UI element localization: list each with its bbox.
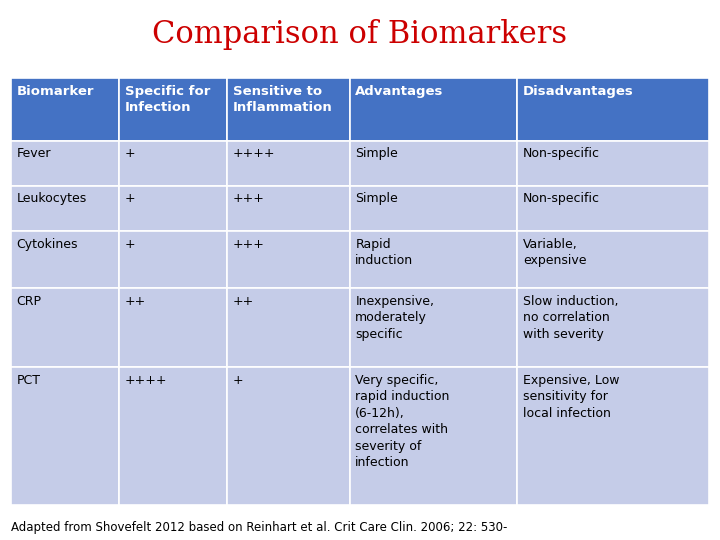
Text: ++++: ++++ bbox=[233, 147, 276, 160]
Text: Biomarker: Biomarker bbox=[17, 85, 94, 98]
Text: Simple: Simple bbox=[355, 192, 398, 206]
Bar bbox=[228, 186, 349, 231]
Text: Rapid
induction: Rapid induction bbox=[355, 238, 413, 267]
Text: Advantages: Advantages bbox=[355, 85, 444, 98]
Bar bbox=[119, 231, 228, 288]
Bar bbox=[119, 367, 228, 505]
Bar bbox=[517, 367, 709, 505]
Text: +++: +++ bbox=[233, 192, 265, 206]
Text: CRP: CRP bbox=[17, 295, 42, 308]
Bar bbox=[228, 231, 349, 288]
Bar bbox=[11, 78, 119, 141]
Text: Variable,
expensive: Variable, expensive bbox=[523, 238, 586, 267]
Bar bbox=[517, 141, 709, 186]
Text: +: + bbox=[125, 238, 135, 251]
Bar bbox=[349, 78, 517, 141]
Text: Leukocytes: Leukocytes bbox=[17, 192, 87, 206]
Text: Very specific,
rapid induction
(6-12h),
correlates with
severity of
infection: Very specific, rapid induction (6-12h), … bbox=[355, 374, 450, 469]
Text: +: + bbox=[125, 147, 135, 160]
Bar bbox=[119, 288, 228, 367]
Text: +++: +++ bbox=[233, 238, 265, 251]
Bar bbox=[11, 367, 119, 505]
Text: Cytokines: Cytokines bbox=[17, 238, 78, 251]
Text: Sensitive to
Inflammation: Sensitive to Inflammation bbox=[233, 85, 333, 114]
Text: Slow induction,
no correlation
with severity: Slow induction, no correlation with seve… bbox=[523, 295, 618, 341]
Text: Non-specific: Non-specific bbox=[523, 147, 600, 160]
Text: Disadvantages: Disadvantages bbox=[523, 85, 634, 98]
Bar bbox=[11, 141, 119, 186]
Text: Simple: Simple bbox=[355, 147, 398, 160]
Bar bbox=[349, 186, 517, 231]
Bar bbox=[228, 78, 349, 141]
Bar bbox=[119, 186, 228, 231]
Bar bbox=[228, 367, 349, 505]
Text: Specific for
Infection: Specific for Infection bbox=[125, 85, 210, 114]
Bar bbox=[517, 231, 709, 288]
Text: ++: ++ bbox=[233, 295, 254, 308]
Text: +: + bbox=[125, 192, 135, 206]
Text: Fever: Fever bbox=[17, 147, 51, 160]
Bar bbox=[349, 367, 517, 505]
Bar bbox=[11, 231, 119, 288]
Text: Non-specific: Non-specific bbox=[523, 192, 600, 206]
Bar bbox=[349, 141, 517, 186]
Bar bbox=[119, 78, 228, 141]
Text: Adapted from Shovefelt 2012 based on Reinhart et al. Crit Care Clin. 2006; 22: 5: Adapted from Shovefelt 2012 based on Rei… bbox=[11, 521, 507, 534]
Bar bbox=[11, 186, 119, 231]
Bar bbox=[349, 231, 517, 288]
Bar bbox=[517, 78, 709, 141]
Text: Inexpensive,
moderately
specific: Inexpensive, moderately specific bbox=[355, 295, 434, 341]
Bar bbox=[11, 288, 119, 367]
Bar bbox=[517, 186, 709, 231]
Bar bbox=[228, 288, 349, 367]
Text: ++: ++ bbox=[125, 295, 146, 308]
Text: Expensive, Low
sensitivity for
local infection: Expensive, Low sensitivity for local inf… bbox=[523, 374, 619, 420]
Bar bbox=[119, 141, 228, 186]
Bar bbox=[228, 141, 349, 186]
Bar bbox=[517, 288, 709, 367]
Text: Comparison of Biomarkers: Comparison of Biomarkers bbox=[153, 19, 567, 50]
Text: +: + bbox=[233, 374, 243, 387]
Text: PCT: PCT bbox=[17, 374, 40, 387]
Bar bbox=[349, 288, 517, 367]
Text: ++++: ++++ bbox=[125, 374, 167, 387]
